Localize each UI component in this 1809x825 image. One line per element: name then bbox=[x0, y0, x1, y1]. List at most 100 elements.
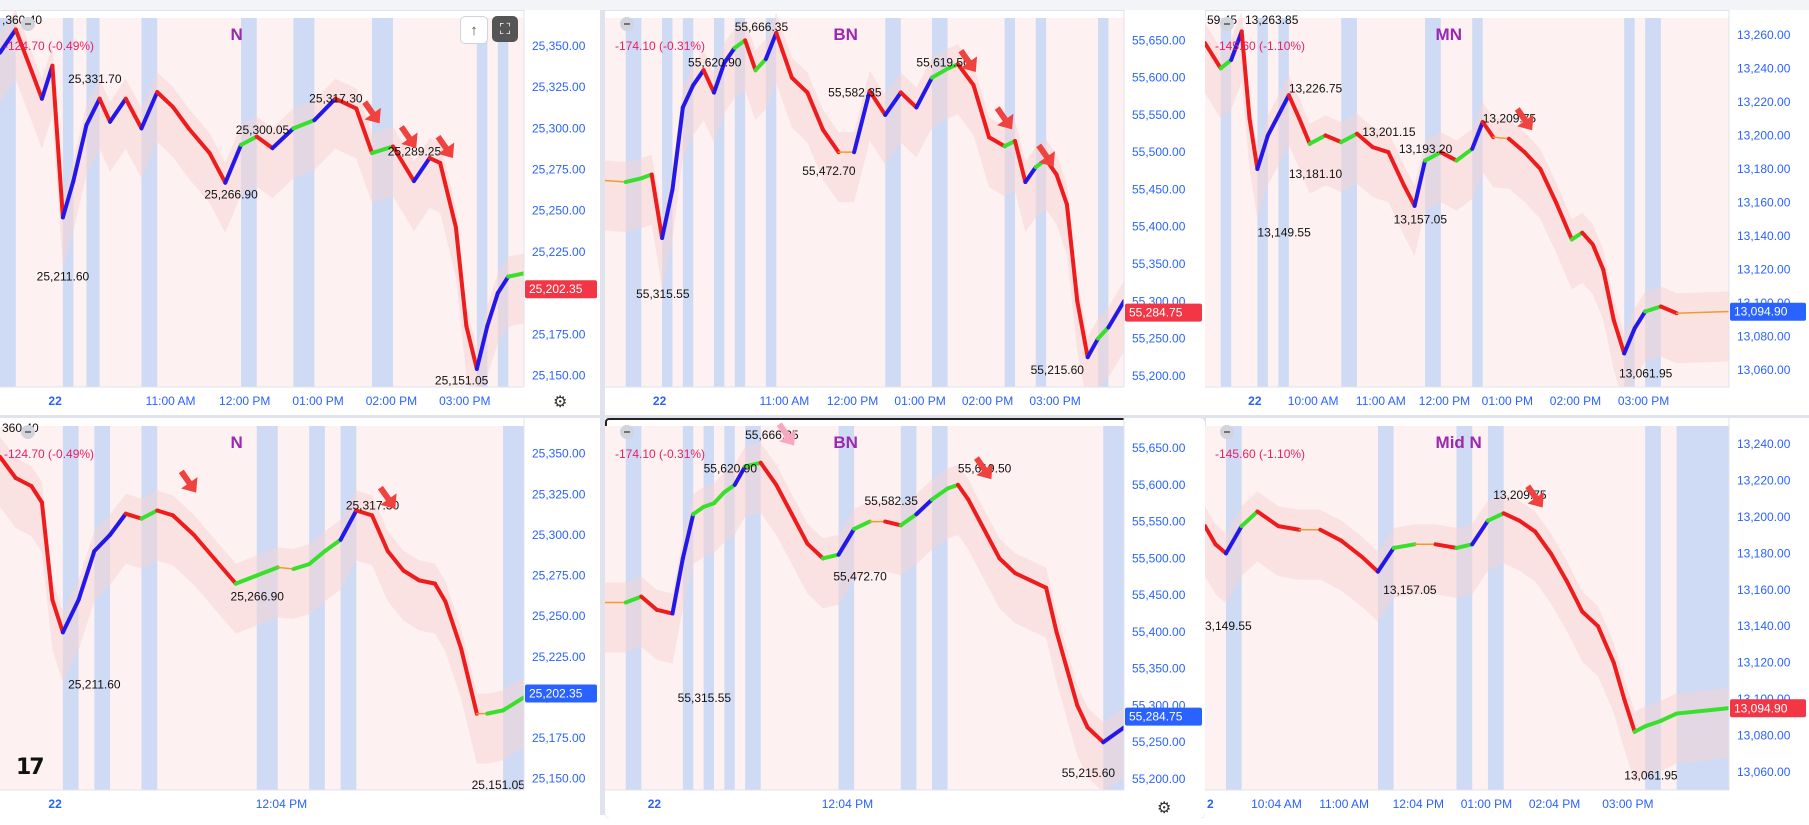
price-segment bbox=[1064, 202, 1080, 304]
price-scale bbox=[524, 418, 600, 818]
y-tick-label: 13,080.00 bbox=[1737, 728, 1791, 742]
y-tick-label: 55,450.00 bbox=[1132, 588, 1186, 602]
price-label: 13,157.05 bbox=[1383, 583, 1437, 597]
chart-svg: 55,666.35 55,620.90 55,619.50 55,582.35 55,4… bbox=[605, 10, 1205, 415]
chart-title: N bbox=[231, 25, 243, 44]
x-tick-label: 02:00 PM bbox=[366, 394, 417, 408]
price-segment bbox=[711, 60, 727, 95]
price-segment bbox=[836, 526, 857, 557]
last-price-text: 13,094.90 bbox=[1734, 305, 1788, 319]
change-text: -174.10 (-0.31%) bbox=[615, 39, 705, 53]
price-segment bbox=[123, 511, 144, 521]
trend-band bbox=[94, 426, 111, 790]
price-segment bbox=[1339, 131, 1359, 145]
y-tick-label: 25,175.00 bbox=[532, 731, 586, 745]
chart-panel-2[interactable]: 55,666.35 55,620.90 55,619.50 55,582.35 55,4… bbox=[605, 10, 1205, 415]
price-segment bbox=[691, 504, 706, 517]
fullscreen-icon[interactable]: ⛶ bbox=[492, 16, 518, 42]
price-segment bbox=[212, 557, 238, 586]
x-tick-label: 12:04 PM bbox=[256, 797, 307, 811]
chart-title: MN bbox=[1436, 25, 1462, 44]
price-label: 25,266.90 bbox=[231, 590, 285, 604]
price-segment bbox=[914, 497, 934, 517]
price-segment bbox=[1354, 131, 1375, 150]
price-segment bbox=[1028, 578, 1049, 590]
price-segment bbox=[459, 646, 479, 716]
price-segment bbox=[820, 552, 841, 561]
price-segment bbox=[501, 695, 526, 713]
price-segment bbox=[108, 511, 128, 537]
price-segment bbox=[155, 90, 175, 109]
trend-band bbox=[1004, 18, 1016, 387]
chart-panel-3[interactable]: 13,226.75 13,201.15 13,193.20 13,209.75 13,1… bbox=[1205, 10, 1809, 415]
price-label: 25,151.05 bbox=[435, 373, 489, 387]
price-segment bbox=[660, 187, 675, 240]
y-tick-label: 13,180.00 bbox=[1737, 162, 1791, 176]
y-tick-label: 13,240.00 bbox=[1737, 61, 1791, 75]
price-segment bbox=[1323, 133, 1344, 145]
price-label: 25,317.30 bbox=[309, 92, 363, 106]
y-tick-label: 25,325.00 bbox=[532, 80, 586, 94]
price-segment bbox=[1533, 529, 1553, 556]
last-price-text: 13,094.90 bbox=[1734, 701, 1788, 715]
price-segment bbox=[254, 565, 280, 578]
time-scale bbox=[0, 790, 524, 818]
price-segment bbox=[1213, 542, 1228, 556]
scroll-up-icon[interactable]: ↑ bbox=[460, 16, 488, 44]
y-tick-label: 55,350.00 bbox=[1132, 257, 1186, 271]
price-segment bbox=[1611, 660, 1627, 701]
price-segment bbox=[883, 519, 903, 528]
y-tick-label: 25,275.00 bbox=[532, 569, 586, 583]
y-tick-label: 13,180.00 bbox=[1737, 546, 1791, 560]
price-segment bbox=[670, 556, 685, 616]
trend-band bbox=[1456, 426, 1473, 790]
trend-band bbox=[1341, 18, 1357, 387]
price-segment bbox=[1054, 172, 1069, 207]
price-segment bbox=[852, 89, 872, 155]
x-tick-label: 12:00 PM bbox=[827, 394, 878, 408]
x-tick-label: 11:00 AM bbox=[1356, 394, 1406, 408]
price-scale bbox=[1729, 10, 1809, 415]
y-tick-label: 13,220.00 bbox=[1737, 474, 1791, 488]
price-segment bbox=[312, 96, 338, 123]
annotation-arrow bbox=[994, 106, 1014, 130]
x-tick-label: 10:00 AM bbox=[1288, 394, 1339, 408]
price-label: 25,289.25 bbox=[388, 144, 442, 158]
price-segment bbox=[753, 57, 768, 73]
price-segment bbox=[1412, 158, 1428, 208]
y-tick-label: 25,250.00 bbox=[532, 204, 586, 218]
price-segment bbox=[13, 27, 34, 73]
price-scale bbox=[1124, 418, 1205, 818]
trend-band bbox=[885, 18, 901, 387]
chart-panel-1[interactable]: 25,331.70 25,317.30 25,300.05 25,289.25 25,2… bbox=[0, 10, 600, 415]
price-segment bbox=[453, 225, 469, 329]
price-segment bbox=[1564, 578, 1585, 614]
y-tick-label: 25,150.00 bbox=[532, 368, 586, 382]
price-segment bbox=[485, 708, 506, 716]
price-segment bbox=[1454, 146, 1475, 163]
change-text: -145.60 (-1.10%) bbox=[1215, 39, 1305, 53]
price-segment bbox=[1506, 136, 1527, 155]
price-segment bbox=[291, 562, 312, 571]
price-segment bbox=[1580, 230, 1595, 247]
price-segment bbox=[914, 75, 934, 110]
price-segment bbox=[898, 90, 919, 110]
panel-divider[interactable] bbox=[600, 10, 605, 815]
chart-panel-4[interactable]: 25,317.30 25,266.90 25,211.60 25,151.05 N -12… bbox=[0, 418, 600, 818]
settings-gear-icon[interactable]: ⚙ bbox=[1157, 800, 1172, 817]
chart-panel-6[interactable]: 13,209.75 13,157.05 3,149.55 13,061.95 Mid N… bbox=[1205, 418, 1809, 818]
price-label: 55,215.60 bbox=[1062, 766, 1116, 780]
chart-panel-5[interactable]: 55,666.3555,620.9055,619.5055,582.3555,4… bbox=[605, 418, 1205, 818]
price-segment bbox=[789, 75, 810, 95]
price-segment bbox=[732, 38, 748, 50]
panel-divider[interactable] bbox=[0, 414, 1809, 418]
price-label: 13,181.10 bbox=[1289, 167, 1343, 181]
y-tick-label: 55,500.00 bbox=[1132, 551, 1186, 565]
y-tick-label: 55,600.00 bbox=[1132, 478, 1186, 492]
settings-gear-icon[interactable]: ⚙ bbox=[553, 394, 568, 411]
y-tick-label: 25,225.00 bbox=[532, 245, 586, 259]
x-tick-label: 11:00 AM bbox=[759, 394, 809, 408]
price-segment bbox=[1101, 725, 1126, 745]
x-tick-label: 03:00 PM bbox=[1029, 394, 1080, 408]
price-segment bbox=[276, 566, 295, 570]
